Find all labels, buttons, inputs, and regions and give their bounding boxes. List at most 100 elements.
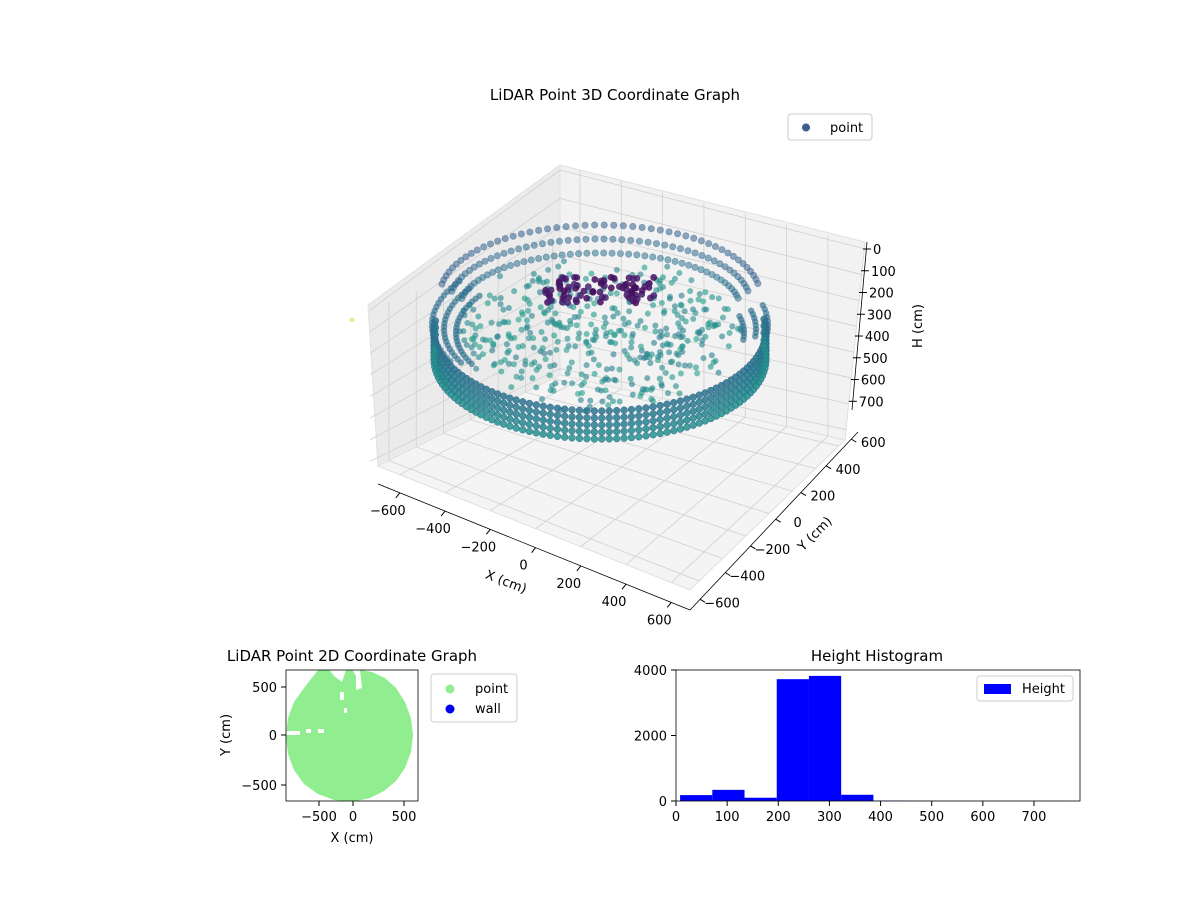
chart-3d-x-tick-mark	[531, 547, 536, 553]
chart-3d-x-tick-mark	[395, 492, 401, 499]
chart-3d-y-tick-label: 600	[861, 436, 886, 451]
chart-3d-point	[535, 226, 543, 234]
chart-3d-point	[615, 327, 622, 334]
chart-3d-point	[709, 294, 716, 301]
chart-3d-point	[475, 354, 482, 361]
chart-3d-point	[642, 432, 650, 440]
chart-3d-point	[532, 429, 540, 437]
chart-3d-x-tick-label: 400	[602, 595, 627, 610]
chart-3d-point	[481, 257, 489, 265]
chart-3d-point	[607, 290, 614, 297]
chart-3d-point	[526, 228, 534, 236]
chart-3d-point	[752, 333, 759, 340]
chart-3d-point	[591, 337, 598, 344]
chart-3d-point	[725, 343, 732, 350]
chart-3d-point	[591, 276, 599, 283]
chart-3d-point	[608, 249, 616, 257]
chart-3d-point	[461, 337, 468, 344]
chart-3d-point	[552, 310, 559, 317]
chart-3d-point	[491, 295, 498, 302]
chart-3d-point	[603, 330, 610, 337]
chart-3d-point	[670, 420, 678, 428]
chart-3d-point	[656, 254, 664, 262]
chart-3d-point	[655, 353, 662, 360]
chart-3d-point	[462, 253, 470, 261]
chart-3d-point	[629, 222, 637, 230]
chart-3d-point	[530, 241, 538, 249]
chart-3d-point	[590, 356, 597, 363]
chart-2d-legend-wall-label: wall	[475, 702, 501, 717]
chart-3d-point	[512, 403, 520, 411]
chart-3d-point	[591, 300, 598, 307]
chart-2d-legend-point-label: point	[475, 682, 508, 697]
chart-3d-point	[486, 292, 493, 299]
chart-3d-y-axis-line	[689, 431, 859, 611]
chart-3d-point	[489, 347, 496, 354]
chart-3d-point	[641, 252, 649, 260]
chart-3d-point	[627, 412, 636, 421]
chart-3d-point	[613, 266, 620, 273]
chart-3d-gridline	[388, 460, 700, 582]
chart-3d-point	[605, 428, 613, 436]
chart-3d-point	[602, 319, 609, 326]
chart-3d-point	[558, 251, 566, 259]
chart-3d-point	[530, 335, 537, 342]
chart-3d-point	[663, 325, 670, 332]
chart-3d-point	[601, 314, 608, 321]
chart-3d-point	[532, 422, 540, 430]
chart-3d-point	[547, 363, 554, 370]
chart-3d-point	[695, 296, 702, 303]
chart-3d-point	[590, 435, 598, 443]
chart-3d-point	[698, 341, 705, 348]
chart-3d-point	[679, 348, 686, 355]
chart-hist-ticks: 0 100 200 300 400 500 600 700 0 2000 4000	[634, 664, 1046, 825]
chart-3d-point	[600, 249, 608, 257]
chart-3d-point	[532, 401, 540, 409]
chart-hist-legend: Height	[976, 675, 1074, 702]
chart-3d-point	[497, 359, 504, 366]
chart-3d-point	[626, 308, 633, 315]
chart-3d-point	[635, 426, 643, 434]
chart-3d-point	[674, 230, 682, 238]
chart-3d-point	[583, 421, 591, 429]
chart-2d-x-tick-label: 500	[392, 810, 417, 825]
chart-3d-point	[689, 421, 697, 429]
chart-3d-y-tick-mark	[800, 492, 807, 496]
chart-3d-point	[583, 414, 591, 422]
chart-3d-point	[611, 376, 618, 383]
chart-3d-point	[588, 321, 595, 328]
chart-3d-point	[561, 405, 569, 413]
chart-3d-point	[609, 365, 616, 372]
chart-3d-point	[620, 406, 628, 414]
chart-3d-point	[564, 325, 571, 332]
chart-3d-point	[530, 344, 537, 351]
chart-3d-point	[656, 226, 664, 234]
chart-3d-point	[512, 396, 520, 404]
chart-3d-x-tick-label: 0	[519, 559, 527, 574]
chart-3d-point	[500, 319, 507, 326]
chart-3d-point	[528, 312, 535, 319]
chart-2d-y-tick-label: 500	[252, 681, 277, 696]
chart-3d-point	[545, 266, 552, 273]
chart-3d-point	[520, 258, 528, 266]
chart-3d-point	[524, 317, 531, 324]
chart-3d-point	[547, 238, 555, 246]
chart-3d-gridline	[369, 169, 561, 311]
chart-3d-point	[687, 297, 694, 304]
chart-3d-point	[583, 339, 590, 346]
chart-3d-point	[661, 241, 669, 249]
chart-3d-point	[591, 235, 599, 243]
chart-3d: LiDAR Point 3D Coordinate Graph −600 −400…	[349, 86, 926, 628]
chart-3d-point	[716, 260, 724, 268]
chart-3d-point	[513, 373, 520, 380]
chart-3d-point	[676, 397, 685, 405]
chart-3d-point	[712, 322, 719, 329]
chart-3d-point	[697, 237, 705, 245]
chart-3d-point	[559, 274, 566, 282]
chart-3d-point	[561, 258, 568, 265]
chart-3d-point	[698, 251, 706, 259]
chart-hist-x-tick-label: 600	[970, 810, 995, 825]
chart-3d-point	[615, 283, 623, 290]
chart-3d-gridline	[559, 339, 849, 405]
chart-3d-gridline	[580, 416, 746, 547]
